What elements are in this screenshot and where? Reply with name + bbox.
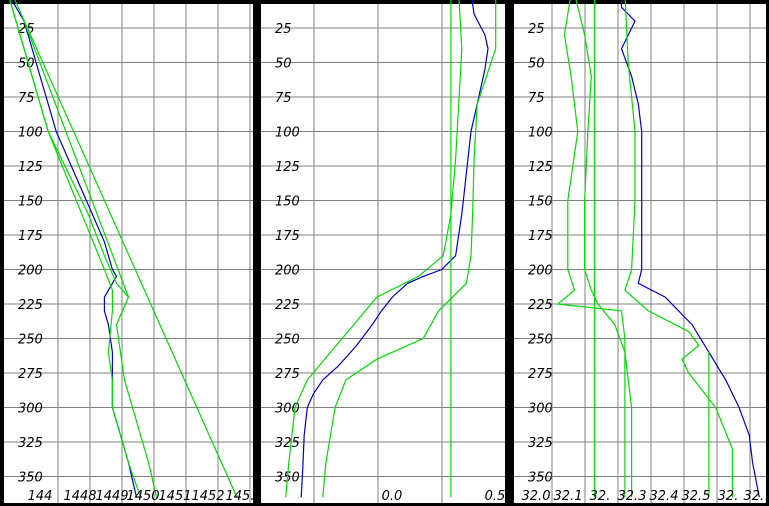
x-tick-label: 1451 bbox=[158, 489, 191, 504]
y-tick-label: 75 bbox=[18, 91, 35, 106]
y-tick-label: 225 bbox=[18, 298, 43, 313]
y-tick-label: 75 bbox=[275, 91, 292, 106]
y-tick-label: 100 bbox=[275, 126, 300, 141]
x-tick-label: 1450 bbox=[126, 489, 159, 504]
y-tick-label: 125 bbox=[275, 160, 300, 175]
x-tick-label: 32.0 bbox=[522, 489, 551, 504]
y-tick-label: 325 bbox=[18, 436, 43, 451]
series-line-main bbox=[620, 0, 760, 498]
y-tick-label: 125 bbox=[528, 160, 553, 175]
y-tick-label: 175 bbox=[275, 229, 300, 244]
chart-panel-3: 2550751001251501752002252502753003253503… bbox=[514, 0, 769, 504]
x-tick-label: 144 bbox=[28, 489, 53, 504]
y-tick-label: 225 bbox=[275, 298, 300, 313]
x-tick-label: 1452 bbox=[191, 489, 224, 504]
y-tick-label: 125 bbox=[18, 160, 43, 175]
y-tick-label: 25 bbox=[275, 22, 292, 37]
series-line-far-left bbox=[556, 0, 626, 498]
y-tick-label: 175 bbox=[528, 229, 553, 244]
chart-panel-2: 2550751001251501752002252502753003253500… bbox=[261, 0, 505, 504]
x-tick-label: 145. bbox=[226, 489, 255, 504]
y-tick-label: 50 bbox=[528, 57, 545, 72]
y-tick-label: 200 bbox=[528, 264, 553, 279]
series-line-main bbox=[300, 0, 489, 498]
y-tick-label: 50 bbox=[275, 57, 292, 72]
series-line-envelope-line-a bbox=[9, 0, 158, 498]
y-tick-label: 250 bbox=[275, 333, 300, 348]
y-tick-label: 350 bbox=[528, 471, 553, 486]
x-tick-label: 32.1 bbox=[554, 489, 583, 504]
y-tick-label: 350 bbox=[18, 471, 43, 486]
y-tick-label: 325 bbox=[528, 436, 553, 451]
x-tick-label: 0.0 bbox=[382, 489, 403, 504]
x-tick-label: 32.3 bbox=[618, 489, 647, 504]
y-tick-label: 275 bbox=[528, 367, 553, 382]
series-line-trend-a bbox=[14, 0, 238, 498]
y-tick-label: 25 bbox=[528, 22, 545, 37]
y-tick-label: 300 bbox=[18, 402, 43, 417]
x-tick-label: 1449 bbox=[95, 489, 128, 504]
x-tick-label: 32.7 bbox=[744, 489, 769, 504]
y-tick-label: 300 bbox=[528, 402, 553, 417]
panel-background bbox=[261, 4, 505, 503]
y-tick-label: 300 bbox=[275, 402, 300, 417]
x-tick-label: 32. bbox=[718, 489, 739, 504]
y-tick-label: 150 bbox=[18, 195, 43, 210]
y-tick-label: 100 bbox=[528, 126, 553, 141]
series-line-lower bbox=[575, 0, 633, 498]
panel-background bbox=[514, 4, 766, 503]
x-tick-label: 32.4 bbox=[650, 489, 679, 504]
x-tick-label: 1448 bbox=[63, 489, 96, 504]
series-line-trend-b bbox=[23, 20, 130, 298]
y-tick-label: 225 bbox=[528, 298, 553, 313]
y-tick-label: 200 bbox=[275, 264, 300, 279]
series-line-upper bbox=[624, 0, 734, 498]
y-tick-label: 100 bbox=[18, 126, 43, 141]
y-tick-label: 325 bbox=[275, 436, 300, 451]
y-tick-label: 250 bbox=[528, 333, 553, 348]
series-line-lower bbox=[285, 0, 463, 498]
y-tick-label: 275 bbox=[275, 367, 300, 382]
y-tick-label: 175 bbox=[18, 229, 43, 244]
series-line-envelope-line-b bbox=[9, 0, 142, 498]
y-tick-label: 150 bbox=[275, 195, 300, 210]
y-tick-label: 150 bbox=[528, 195, 553, 210]
series-line-upper bbox=[322, 0, 497, 498]
y-tick-label: 200 bbox=[18, 264, 43, 279]
y-tick-label: 75 bbox=[528, 91, 545, 106]
y-tick-label: 250 bbox=[18, 333, 43, 348]
y-tick-label: 275 bbox=[18, 367, 43, 382]
x-tick-label: 0.5 bbox=[485, 489, 506, 504]
x-tick-label: 32.5 bbox=[682, 489, 711, 504]
y-tick-label: 50 bbox=[18, 57, 35, 72]
x-tick-label: 32. bbox=[590, 489, 611, 504]
chart-panel-1: 2550751001251501752002252502753003253501… bbox=[4, 0, 254, 504]
